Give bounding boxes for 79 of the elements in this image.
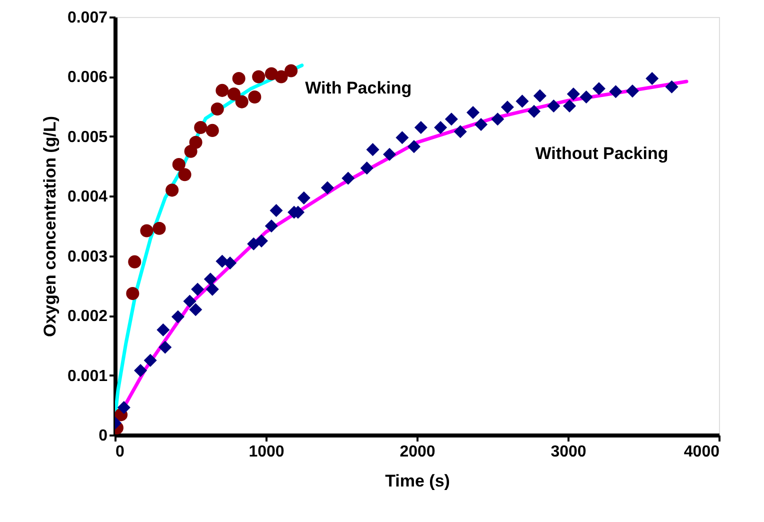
point: [444, 112, 458, 126]
point: [183, 294, 196, 308]
y-tick-label: 0.003: [67, 248, 108, 266]
point: [216, 84, 229, 97]
point: [270, 204, 283, 217]
point: [171, 310, 184, 324]
y-tick-label: 0.005: [67, 128, 108, 146]
point: [580, 90, 593, 104]
y-tick-label: 0.001: [67, 368, 108, 385]
point: [144, 354, 157, 367]
point: [264, 219, 278, 233]
y-tick-label: 0.006: [67, 69, 108, 86]
series-label: With Packing: [305, 78, 412, 98]
point: [516, 94, 529, 108]
point: [360, 162, 374, 175]
point: [366, 143, 380, 156]
point: [566, 88, 580, 101]
point: [235, 95, 248, 108]
point: [166, 184, 179, 197]
series-label: Without Packing: [535, 144, 668, 163]
point: [342, 172, 355, 185]
point: [189, 303, 202, 316]
x-tick-label: 3000: [550, 444, 586, 460]
point: [178, 168, 192, 182]
y-axis-title: Oxygen concentration (g/L): [40, 116, 60, 338]
point: [454, 125, 467, 138]
point: [254, 234, 268, 248]
point: [466, 106, 480, 120]
point: [189, 136, 202, 149]
point: [204, 272, 217, 286]
point: [152, 222, 166, 235]
point: [252, 70, 266, 84]
point: [210, 102, 224, 116]
point: [191, 282, 204, 296]
point: [140, 224, 154, 238]
point: [206, 282, 219, 296]
point: [474, 118, 488, 132]
y-tick-label: 0.004: [67, 188, 108, 206]
x-axis-title: Time (s): [385, 472, 450, 490]
point: [533, 89, 546, 102]
point: [158, 340, 172, 354]
point: [562, 99, 576, 112]
point: [609, 85, 622, 98]
point: [592, 82, 606, 96]
point: [396, 131, 409, 144]
point: [414, 120, 428, 134]
point: [134, 364, 148, 378]
y-tick-label: 0.007: [67, 10, 108, 26]
point: [128, 255, 142, 268]
point: [224, 256, 237, 270]
point: [117, 401, 130, 414]
point: [274, 70, 288, 84]
point: [383, 148, 396, 161]
point: [248, 90, 262, 104]
point: [284, 64, 298, 78]
point: [528, 104, 541, 118]
x-tick-label: 2000: [400, 444, 436, 460]
point: [232, 72, 246, 86]
point: [434, 120, 448, 134]
point: [126, 286, 140, 300]
x-tick-label: 4000: [684, 444, 720, 460]
point: [297, 191, 310, 204]
y-tick-label: 0.002: [67, 308, 108, 326]
point: [320, 181, 334, 194]
point: [626, 84, 639, 98]
y-tick-label: 0: [98, 428, 108, 444]
point: [500, 100, 514, 114]
point: [156, 323, 170, 336]
point: [407, 140, 420, 154]
point: [646, 72, 659, 86]
point: [194, 120, 208, 134]
point: [172, 158, 186, 171]
point: [547, 99, 560, 112]
point: [227, 88, 241, 101]
x-tick-label: 0: [116, 444, 124, 460]
x-tick-label: 1000: [248, 444, 284, 460]
point: [491, 112, 504, 126]
point: [665, 80, 678, 94]
point: [206, 124, 219, 137]
